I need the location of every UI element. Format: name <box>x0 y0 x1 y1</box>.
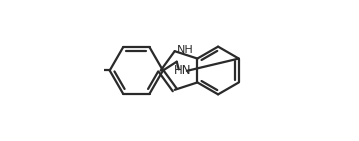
Text: HN: HN <box>174 64 192 77</box>
Text: NH: NH <box>177 45 194 55</box>
